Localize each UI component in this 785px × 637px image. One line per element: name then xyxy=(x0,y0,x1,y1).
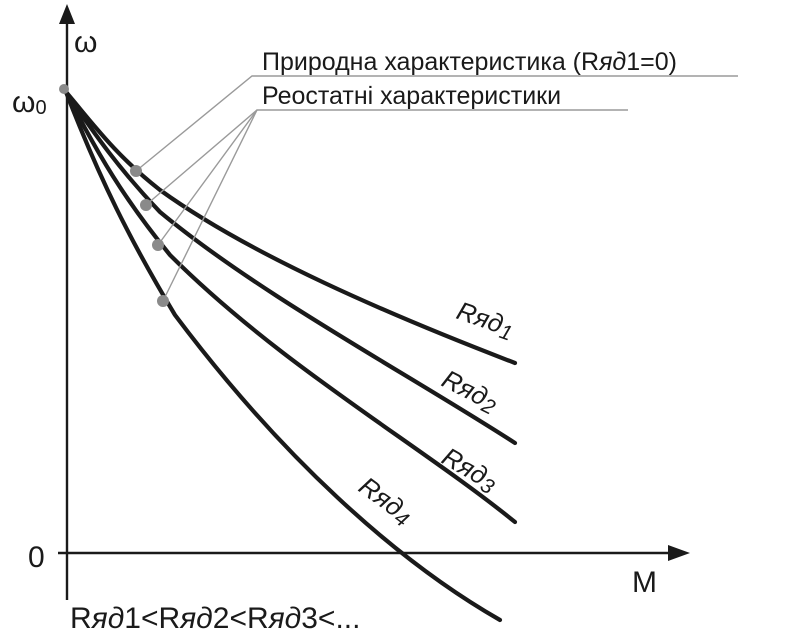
dot-rheostat-3 xyxy=(152,239,164,251)
dot-natural xyxy=(130,165,142,177)
curve-r2 xyxy=(63,89,518,446)
curve-label-r1: Rяд1 xyxy=(452,295,518,345)
ineq-part-5: яд xyxy=(268,602,302,635)
omega-subscript: 0 xyxy=(35,97,46,119)
curve-label-r2: Rяд2 xyxy=(436,364,504,420)
ineq-part-1: яд xyxy=(91,602,125,635)
natural-characteristic-label: Природна характеристика (Rяд1=0) xyxy=(262,48,677,76)
dot-rheostat-2 xyxy=(140,199,152,211)
omega-main: ω xyxy=(12,86,35,119)
natural-post: 1=0) xyxy=(626,48,677,76)
axes xyxy=(58,4,690,600)
leader-natural xyxy=(135,75,738,172)
x-axis-arrow xyxy=(668,545,690,561)
leader-lines xyxy=(135,75,738,302)
leader-rheostat-2 xyxy=(157,109,258,246)
ineq-part-6: 3<... xyxy=(301,602,360,635)
curve-label-r3: Rяд3 xyxy=(436,441,504,499)
y-tick-omega0: ω0 xyxy=(12,86,47,119)
curve-r3 xyxy=(63,89,518,525)
curve-r4 xyxy=(63,89,503,623)
origin-label: 0 xyxy=(28,541,45,574)
resistance-inequality: Rяд1<Rяд2<Rяд3<... xyxy=(70,602,360,635)
y-axis-arrow xyxy=(59,4,75,24)
x-axis-label: M xyxy=(632,566,657,599)
y-axis-label: ω xyxy=(74,26,97,59)
rheostat-characteristics-label: Реостатні характеристики xyxy=(262,82,561,110)
curve-r1 xyxy=(63,89,518,366)
pointer-dots xyxy=(59,84,169,307)
ineq-part-0: R xyxy=(70,602,92,635)
natural-italic: яд xyxy=(598,48,626,76)
leader-rheostat-1 xyxy=(145,109,628,206)
curve-label-r4: Rяд4 xyxy=(352,471,419,532)
dot-origin xyxy=(59,84,69,94)
ineq-part-3: яд xyxy=(179,602,213,635)
leader-rheostat-3 xyxy=(162,109,258,302)
dot-rheostat-4 xyxy=(157,295,169,307)
ineq-part-2: 1<R xyxy=(124,602,180,635)
ineq-part-4: 2<R xyxy=(213,602,269,635)
natural-pre: Природна характеристика (R xyxy=(262,48,599,76)
